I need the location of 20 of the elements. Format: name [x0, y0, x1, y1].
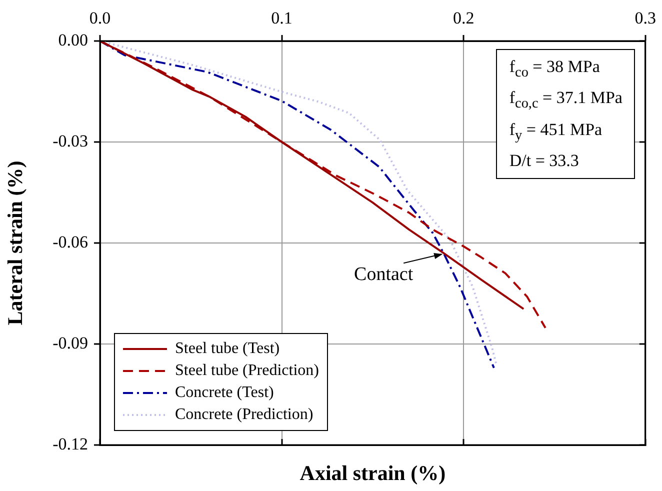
y-axis-title: Lateral strain (%) [3, 160, 28, 326]
legend-label: Concrete (Test) [175, 384, 274, 402]
y-tick-label: 0.00 [58, 30, 88, 50]
annotation: f$_{co,c}$ = 37.1 MPa [509, 87, 622, 114]
annotation: Contact [354, 264, 414, 286]
x-tick-label: 0.1 [271, 8, 292, 28]
x-tick-label: 0.2 [452, 8, 474, 28]
x-tick-label: 0.0 [89, 8, 111, 28]
annotation: D/t = 33.3 [509, 150, 580, 172]
annotation: f$_{co}$ = 38 MPa [509, 56, 601, 82]
legend-label: Steel tube (Test) [175, 340, 280, 358]
y-tick-label: -0.06 [52, 232, 88, 252]
x-axis-title: Axial strain (%) [300, 460, 446, 485]
y-tick-label: -0.09 [52, 333, 88, 352]
legend-label: Concrete (Prediction) [175, 406, 314, 424]
legend-label: Steel tube (Prediction) [175, 362, 319, 380]
y-tick-label: -0.12 [52, 434, 88, 454]
y-tick-label: -0.03 [52, 131, 88, 150]
annotation: f$_{y}$ = 451 MPa [509, 118, 604, 146]
x-tick-label: 0.3 [634, 8, 656, 28]
